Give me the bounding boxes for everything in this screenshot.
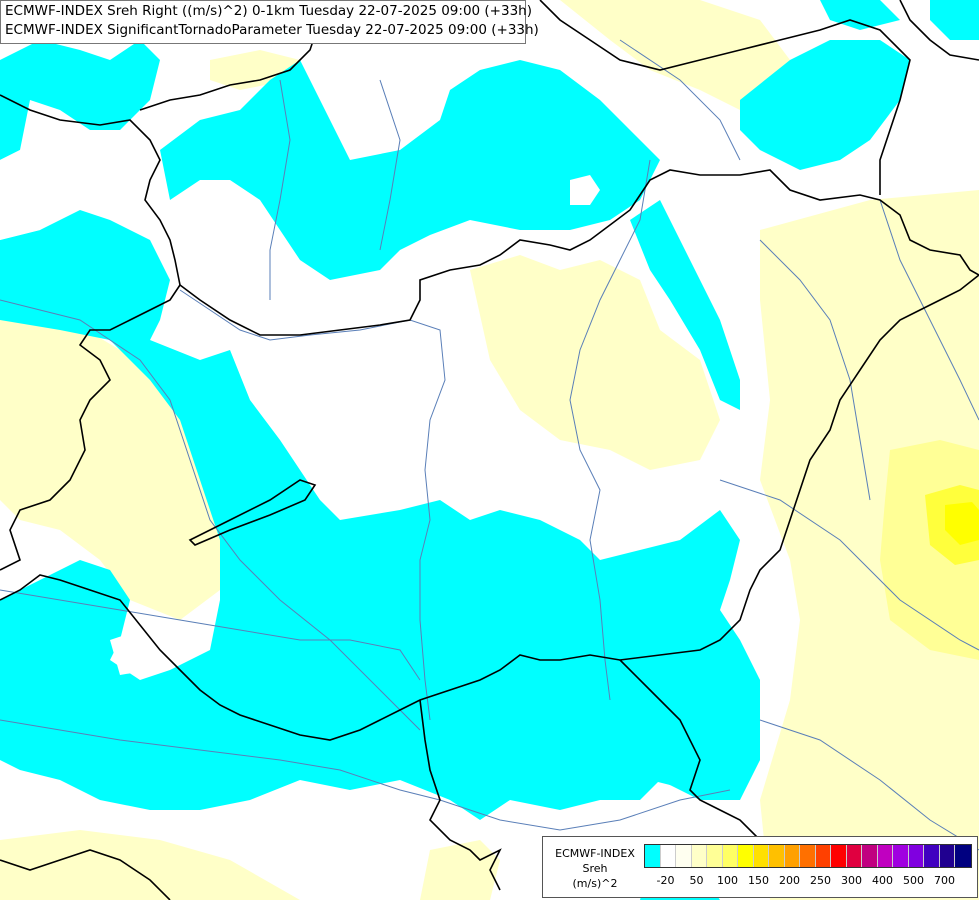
color-legend: ECMWF-INDEX Sreh (m/s)^2 -20 50 100 150 200 2… xyxy=(542,836,978,898)
cyan-area-southeast xyxy=(600,620,760,800)
legend-swatch xyxy=(877,845,893,867)
legend-swatch xyxy=(831,845,847,867)
legend-swatch xyxy=(660,845,676,867)
yellow-peak-east xyxy=(945,502,979,545)
legend-swatch xyxy=(691,845,707,867)
legend-tick-label: 50 xyxy=(689,874,704,887)
legend-swatch xyxy=(769,845,785,867)
border-croatia-south xyxy=(419,699,502,891)
legend-tick-label: 200 xyxy=(779,874,800,887)
river-danube-upper xyxy=(179,289,446,721)
legend-swatch xyxy=(862,845,878,867)
legend-tick-label: 700 xyxy=(934,874,955,887)
river-south xyxy=(0,719,731,831)
rivers xyxy=(0,39,979,851)
border-lake-balaton xyxy=(188,479,317,546)
legend-swatch xyxy=(955,845,971,867)
yellow-area-center xyxy=(470,255,720,470)
legend-swatch xyxy=(846,845,862,867)
map-header: ECMWF-INDEX Sreh Right ((m/s)^2) 0-1km T… xyxy=(0,0,539,44)
legend-tick-label: -20 xyxy=(656,874,675,887)
river-northeast xyxy=(619,39,741,161)
legend-tick-label: 150 xyxy=(748,874,769,887)
border-hungary-romania xyxy=(0,274,979,741)
cyan-area-west xyxy=(0,210,760,820)
cyan-area-northeast-a xyxy=(740,40,910,170)
legend-swatches xyxy=(644,844,972,868)
legend-title-line: (m/s)^2 xyxy=(572,877,618,890)
river-tisza xyxy=(569,159,651,701)
legend-swatch xyxy=(908,845,924,867)
yellow-area-south-center xyxy=(420,840,500,900)
legend-swatch xyxy=(800,845,816,867)
river-west-2 xyxy=(0,589,421,681)
border-serbia-romania xyxy=(619,659,761,841)
white-hole-north xyxy=(570,175,600,205)
legend-title-line: ECMWF-INDEX xyxy=(555,847,635,860)
legend-swatch xyxy=(645,845,661,867)
header-line-stp: ECMWF-INDEX SignificantTornadoParameter … xyxy=(5,22,539,38)
legend-title-line: Sreh xyxy=(582,862,608,875)
legend-swatch xyxy=(924,845,940,867)
river-north-2 xyxy=(379,79,401,251)
legend-swatch xyxy=(753,845,769,867)
legend-swatch xyxy=(722,845,738,867)
white-hole-west xyxy=(0,150,60,240)
legend-ticks: -20 50 100 150 200 250 300 400 500 700 xyxy=(644,874,974,890)
river-east-3 xyxy=(719,479,979,651)
cyan-area-east-strip xyxy=(630,200,740,410)
sreh-neutral-holes xyxy=(0,150,600,675)
cyan-area-northeast-b xyxy=(930,0,979,40)
legend-tick-label: 300 xyxy=(841,874,862,887)
border-slovakia-hungary xyxy=(179,169,979,336)
river-east-1 xyxy=(759,239,871,501)
legend-tick-label: 500 xyxy=(903,874,924,887)
white-hole-center-south xyxy=(110,630,160,675)
legend-swatch xyxy=(939,845,955,867)
legend-tick-label: 250 xyxy=(810,874,831,887)
legend-swatch xyxy=(676,845,692,867)
yellow-area-northeast xyxy=(560,0,800,120)
river-east-2 xyxy=(879,199,979,421)
legend-swatch xyxy=(707,845,723,867)
border-east-top-right xyxy=(899,0,979,61)
legend-swatch xyxy=(784,845,800,867)
river-north-1 xyxy=(269,79,291,300)
border-south-west xyxy=(0,849,171,900)
legend-swatch xyxy=(738,845,754,867)
yellow-area-east xyxy=(760,190,979,900)
sreh-moderate-areas xyxy=(880,440,979,660)
border-north-east xyxy=(539,0,911,195)
yellow-area-south xyxy=(0,830,300,900)
legend-swatch xyxy=(893,845,909,867)
header-line-sreh: ECMWF-INDEX Sreh Right ((m/s)^2) 0-1km T… xyxy=(5,3,532,19)
cyan-area-northwest xyxy=(0,40,160,160)
border-north-west xyxy=(0,94,181,286)
cyan-area-north xyxy=(160,60,660,280)
legend-tick-label: 400 xyxy=(872,874,893,887)
border-austria-hungary xyxy=(0,284,181,571)
legend-tick-label: 100 xyxy=(717,874,738,887)
legend-title: ECMWF-INDEX Sreh (m/s)^2 xyxy=(547,846,643,891)
river-southeast xyxy=(759,719,979,851)
legend-swatch xyxy=(815,845,831,867)
